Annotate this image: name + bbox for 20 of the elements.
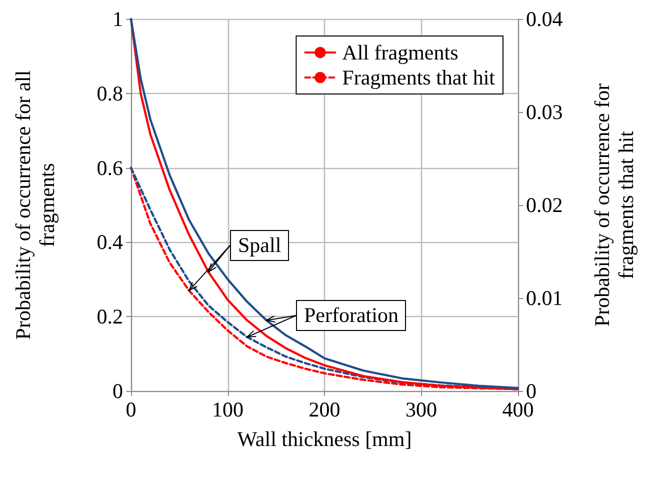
- x-tick-label: 300: [406, 398, 437, 422]
- y-tick-label: 1: [112, 7, 123, 31]
- y-tick-label: 0.6: [96, 156, 123, 180]
- y-axis-title: Probability of occurrence for all fragments: [11, 70, 59, 340]
- annotation: Spall: [230, 230, 290, 261]
- y2-tick-label: 0.02: [526, 193, 563, 217]
- x-axis-title: Wall thickness [mm]: [237, 427, 412, 451]
- legend-label: Fragments that hit: [342, 66, 496, 90]
- y2-axis-title: Probability of occurrence for fragments that hit: [590, 83, 638, 327]
- y-tick-label: 0: [112, 379, 123, 403]
- annotation: Perforation: [296, 300, 406, 331]
- y-tick-label: 0.2: [96, 304, 123, 329]
- y2-tick-label: 0.04: [526, 7, 564, 31]
- x-tick-label: 200: [308, 398, 340, 422]
- y-tick-label: 0.4: [96, 230, 124, 254]
- legend-label: All fragments: [342, 40, 458, 64]
- y2-tick-label: 0.03: [526, 100, 563, 124]
- x-tick-label: 100: [212, 398, 244, 422]
- y-tick-label: 0.8: [96, 81, 123, 106]
- y2-tick-label: 0.01: [526, 286, 563, 310]
